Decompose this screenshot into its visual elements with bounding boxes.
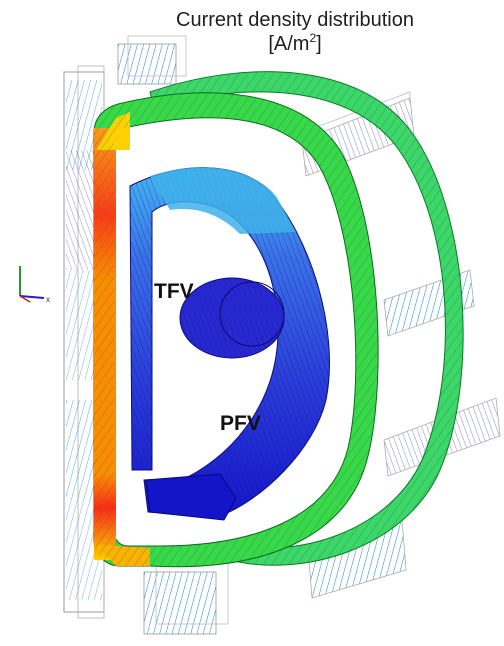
bottom-left-coil-box <box>144 562 228 634</box>
unit-prefix: [A/m <box>268 33 309 55</box>
tfv-coil <box>180 278 284 358</box>
title-unit: [A/m2] <box>150 32 440 56</box>
axis-triad <box>20 266 44 302</box>
unit-suffix: ] <box>316 33 322 55</box>
title-line: Current density distribution <box>150 8 440 32</box>
tfv-label: TFV <box>154 280 194 304</box>
pfv-label: PFV <box>220 412 261 436</box>
axis-x-label: x <box>46 295 50 304</box>
figure-title: Current density distribution [A/m2] <box>150 8 440 56</box>
